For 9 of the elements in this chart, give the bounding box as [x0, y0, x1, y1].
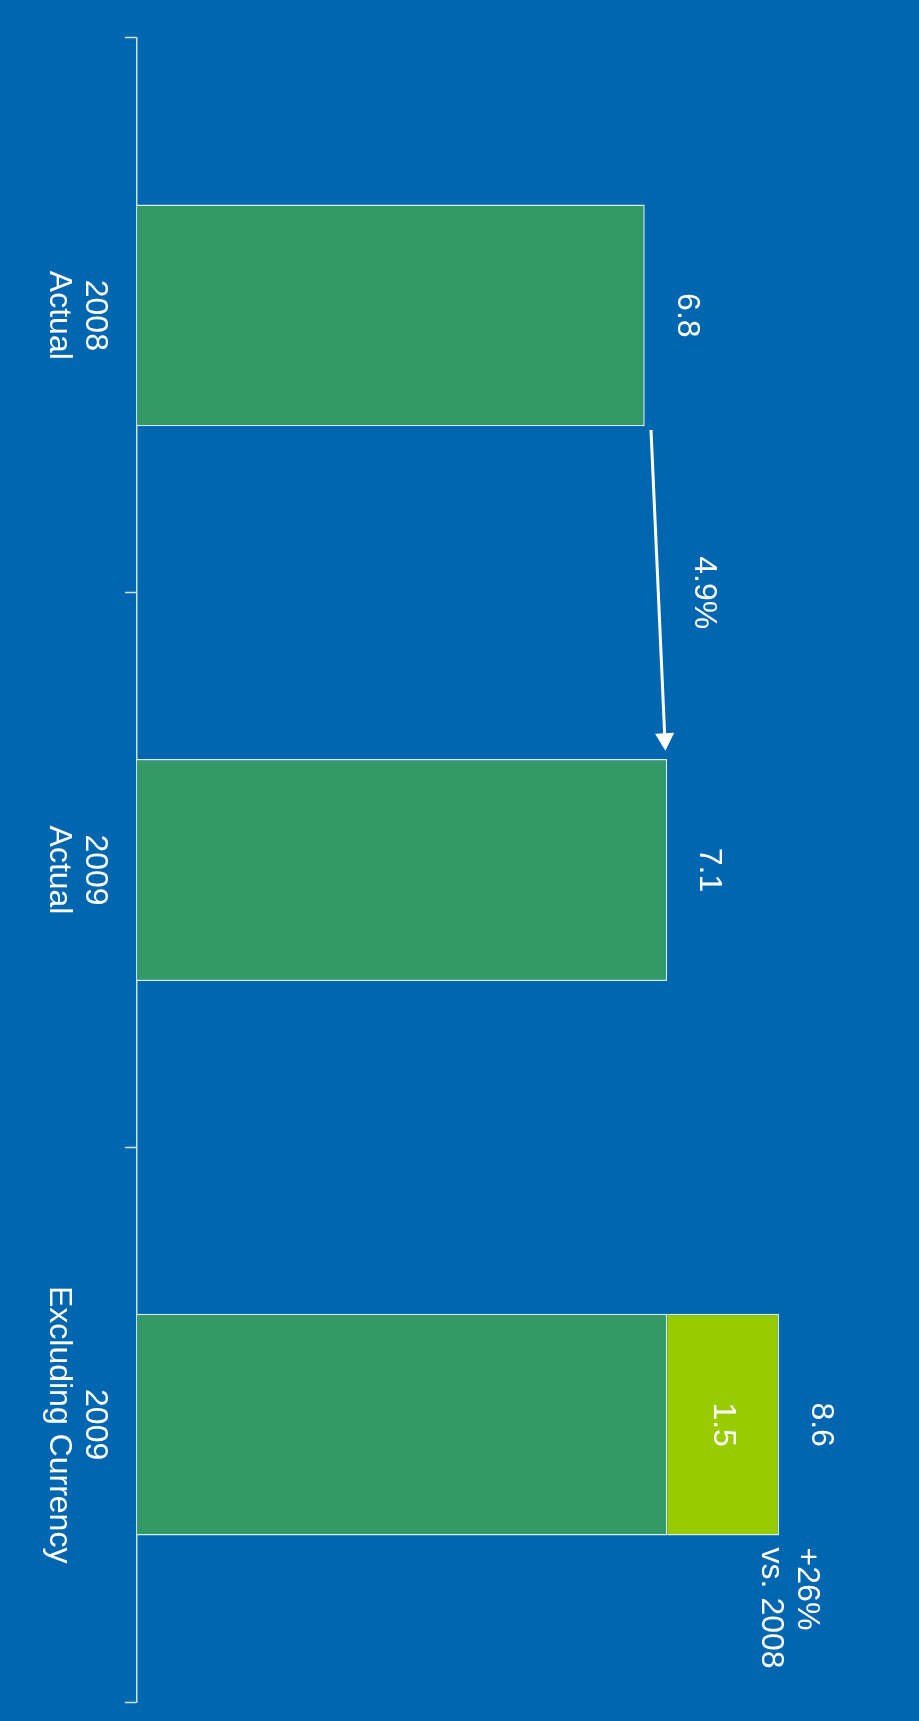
- y-tick-label: 2009 Actual: [43, 825, 116, 915]
- annotation: +26% vs. 2008: [755, 1547, 828, 1669]
- total-label: 8.6: [805, 1402, 842, 1447]
- y-tick-label: 2009 Excluding Currency: [43, 1285, 116, 1564]
- data-label: 1.5: [707, 1402, 744, 1447]
- total-label: 7.1: [693, 847, 730, 893]
- y-tick-label: 2008 Actual: [43, 270, 116, 360]
- annotation: 4.9%: [688, 556, 725, 630]
- total-label: 6.8: [670, 293, 707, 338]
